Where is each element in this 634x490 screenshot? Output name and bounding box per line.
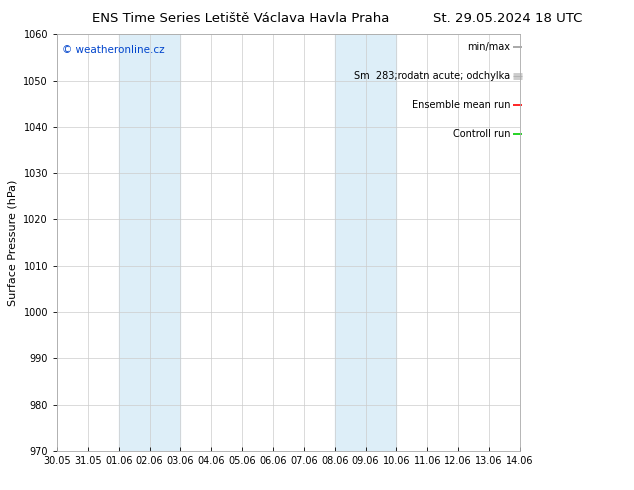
Bar — [119, 34, 181, 451]
Bar — [335, 34, 396, 451]
Text: min/max: min/max — [468, 42, 510, 52]
Text: ENS Time Series Letiště Václava Havla Praha: ENS Time Series Letiště Václava Havla Pr… — [92, 12, 390, 25]
Text: Ensemble mean run: Ensemble mean run — [412, 100, 510, 110]
Text: Sm  283;rodatn acute; odchylka: Sm 283;rodatn acute; odchylka — [354, 71, 510, 81]
Text: St. 29.05.2024 18 UTC: St. 29.05.2024 18 UTC — [432, 12, 582, 25]
Y-axis label: Surface Pressure (hPa): Surface Pressure (hPa) — [8, 179, 18, 306]
Text: Controll run: Controll run — [453, 129, 510, 139]
Text: © weatheronline.cz: © weatheronline.cz — [61, 45, 164, 55]
